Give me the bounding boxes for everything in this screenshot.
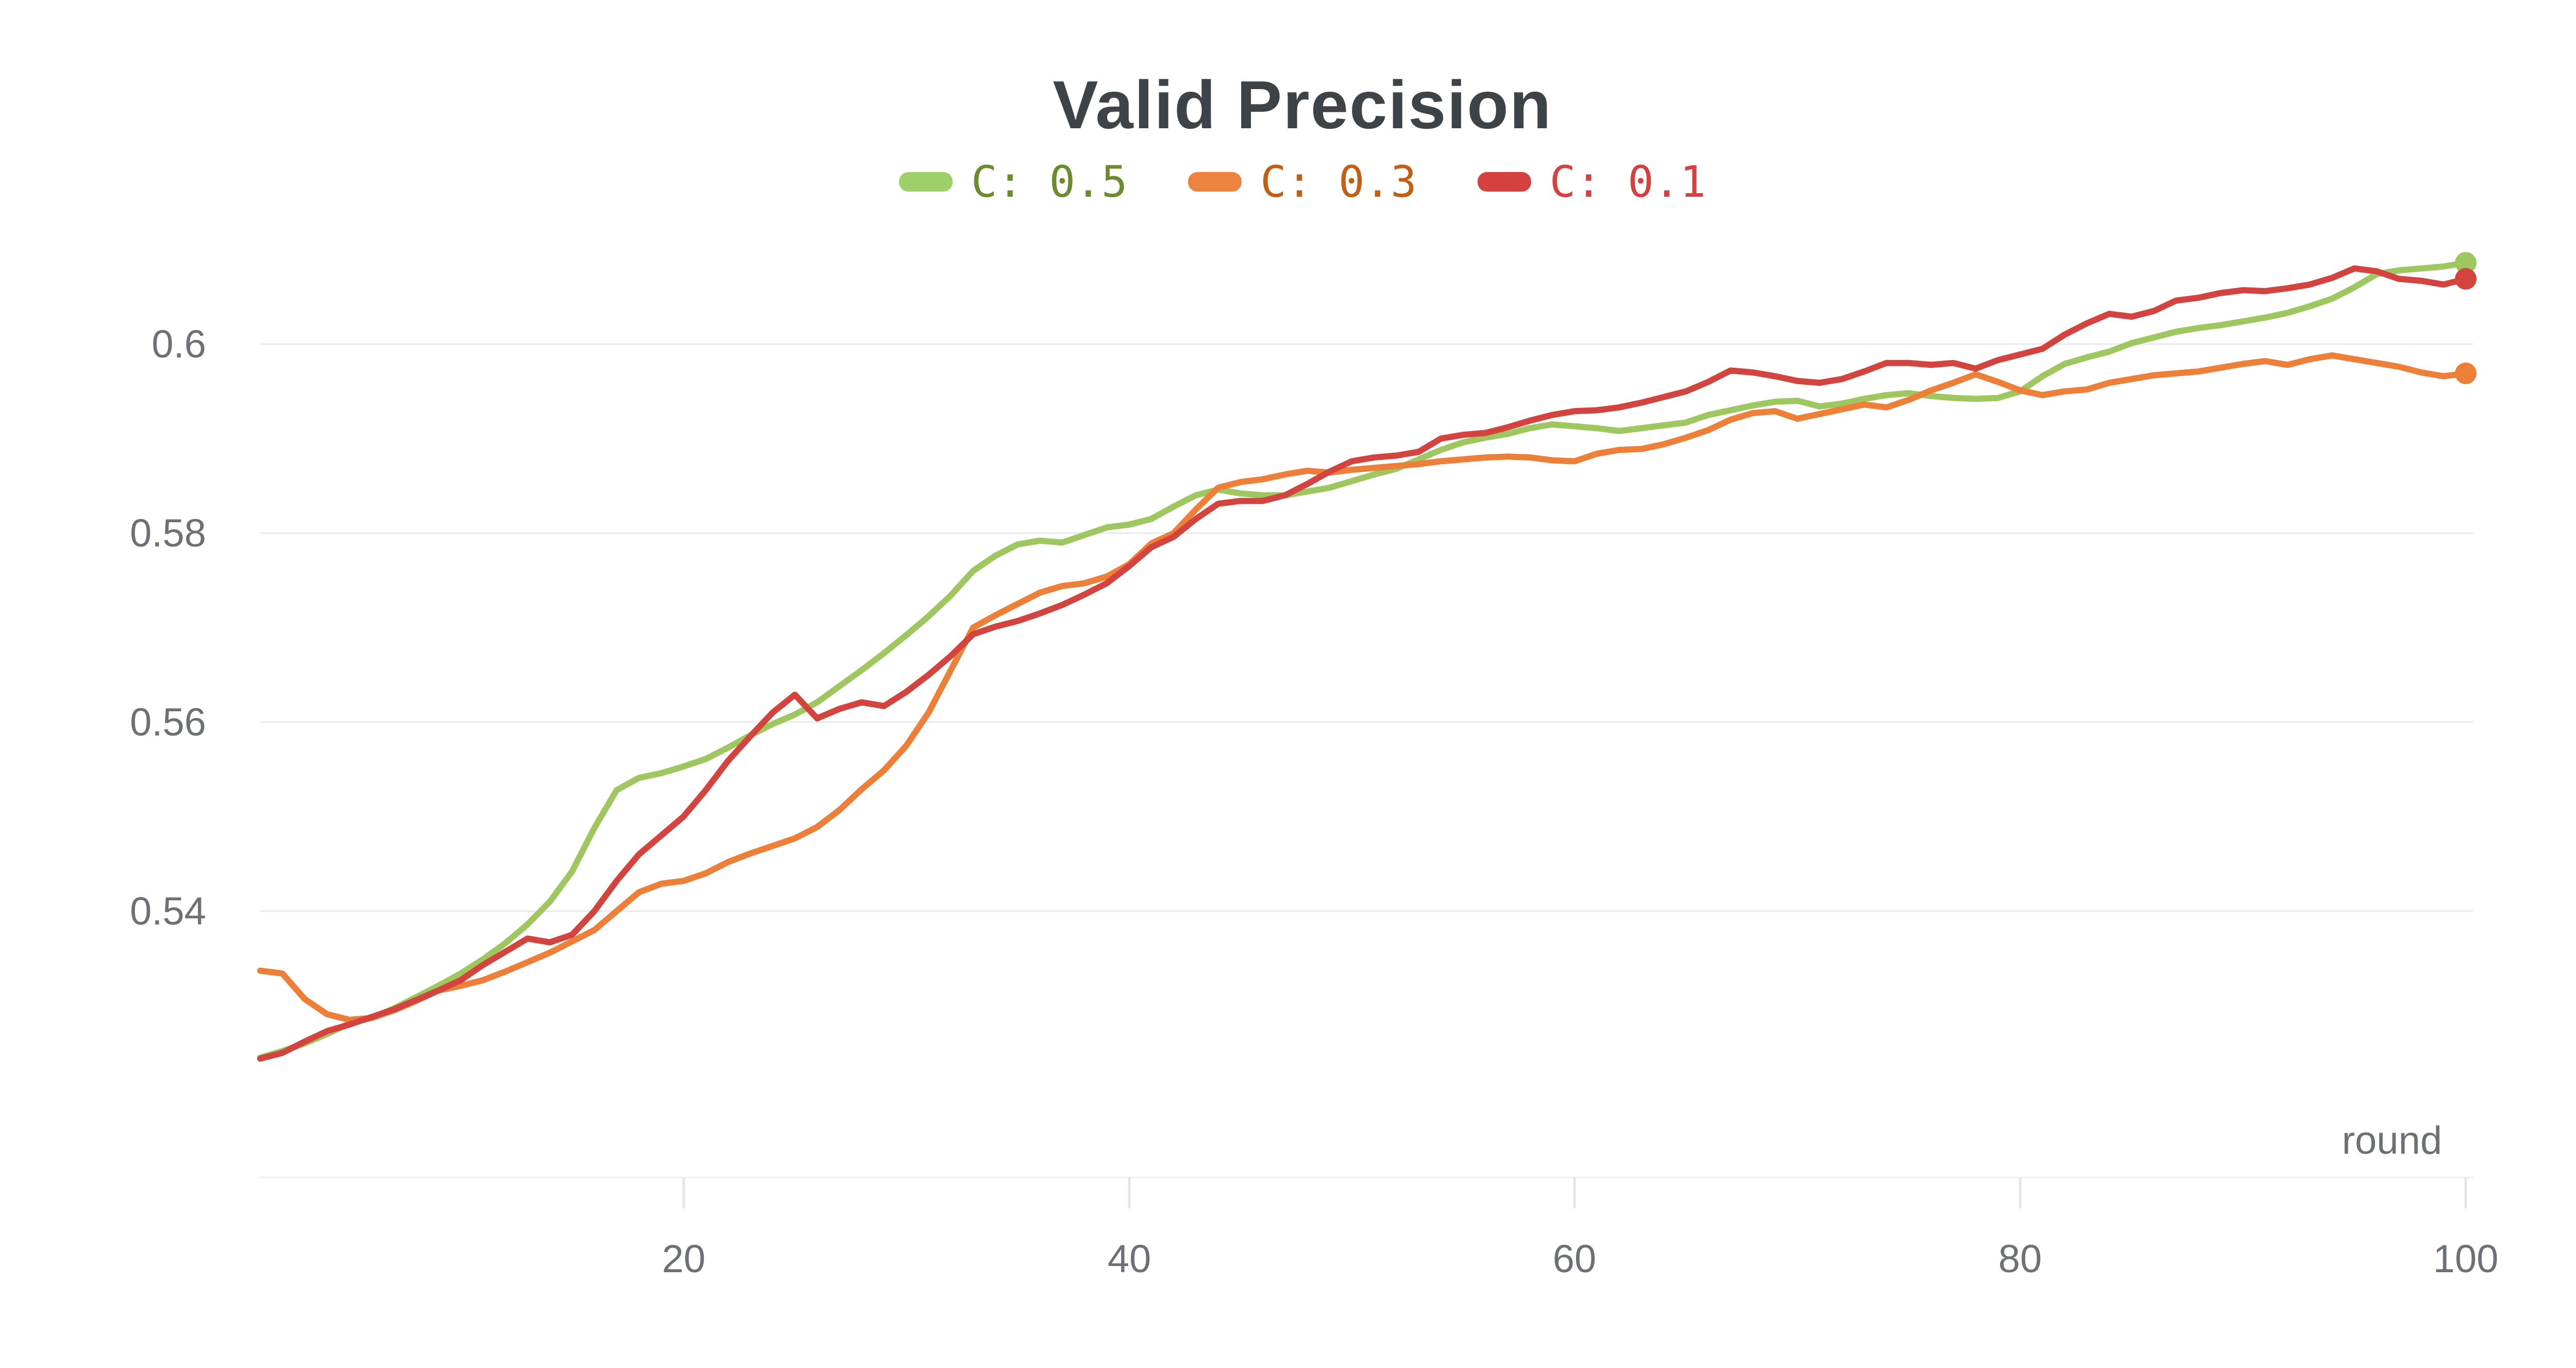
series-line-1	[257, 260, 2469, 1061]
legend-label-c-0-1: C: 0.1	[1549, 157, 1706, 207]
series-endpoint-2	[2455, 362, 2477, 384]
x-tick-label-60: 60	[1553, 1237, 1597, 1281]
legend: C: 0.5 C: 0.3 C: 0.1	[0, 157, 2576, 207]
chart-title: Valid Precision	[1053, 67, 1552, 143]
legend-item-c-0-1[interactable]: C: 0.1	[1477, 157, 1706, 207]
x-tick-label-20: 20	[662, 1237, 706, 1281]
series-layer	[257, 252, 2477, 1062]
legend-swatch-red-icon	[1477, 172, 1531, 192]
legend-swatch-orange-icon	[1188, 172, 1242, 192]
legend-label-c-0-5: C: 0.5	[971, 157, 1128, 207]
y-tick-label-0-54: 0.54	[130, 890, 206, 933]
series-endpoint-1	[2455, 252, 2477, 274]
series-endpoint-3	[2455, 268, 2477, 290]
legend-swatch-green-icon	[899, 172, 953, 192]
legend-label-c-0-3: C: 0.3	[1260, 157, 1417, 207]
y-tick-label-0-58: 0.58	[130, 511, 206, 555]
x-tick-label-80: 80	[1998, 1237, 2042, 1281]
legend-item-c-0-5[interactable]: C: 0.5	[899, 157, 1127, 207]
legend-item-c-0-3[interactable]: C: 0.3	[1188, 157, 1417, 207]
x-tick-label-40: 40	[1108, 1237, 1151, 1281]
y-tick-label-0-6: 0.6	[151, 322, 206, 366]
y-tick-label-0-56: 0.56	[130, 700, 206, 744]
series-line-2	[257, 352, 2469, 1023]
series-line-3	[257, 265, 2469, 1062]
x-axis-title: round	[2342, 1119, 2442, 1162]
x-tick-label-100: 100	[2433, 1237, 2499, 1281]
